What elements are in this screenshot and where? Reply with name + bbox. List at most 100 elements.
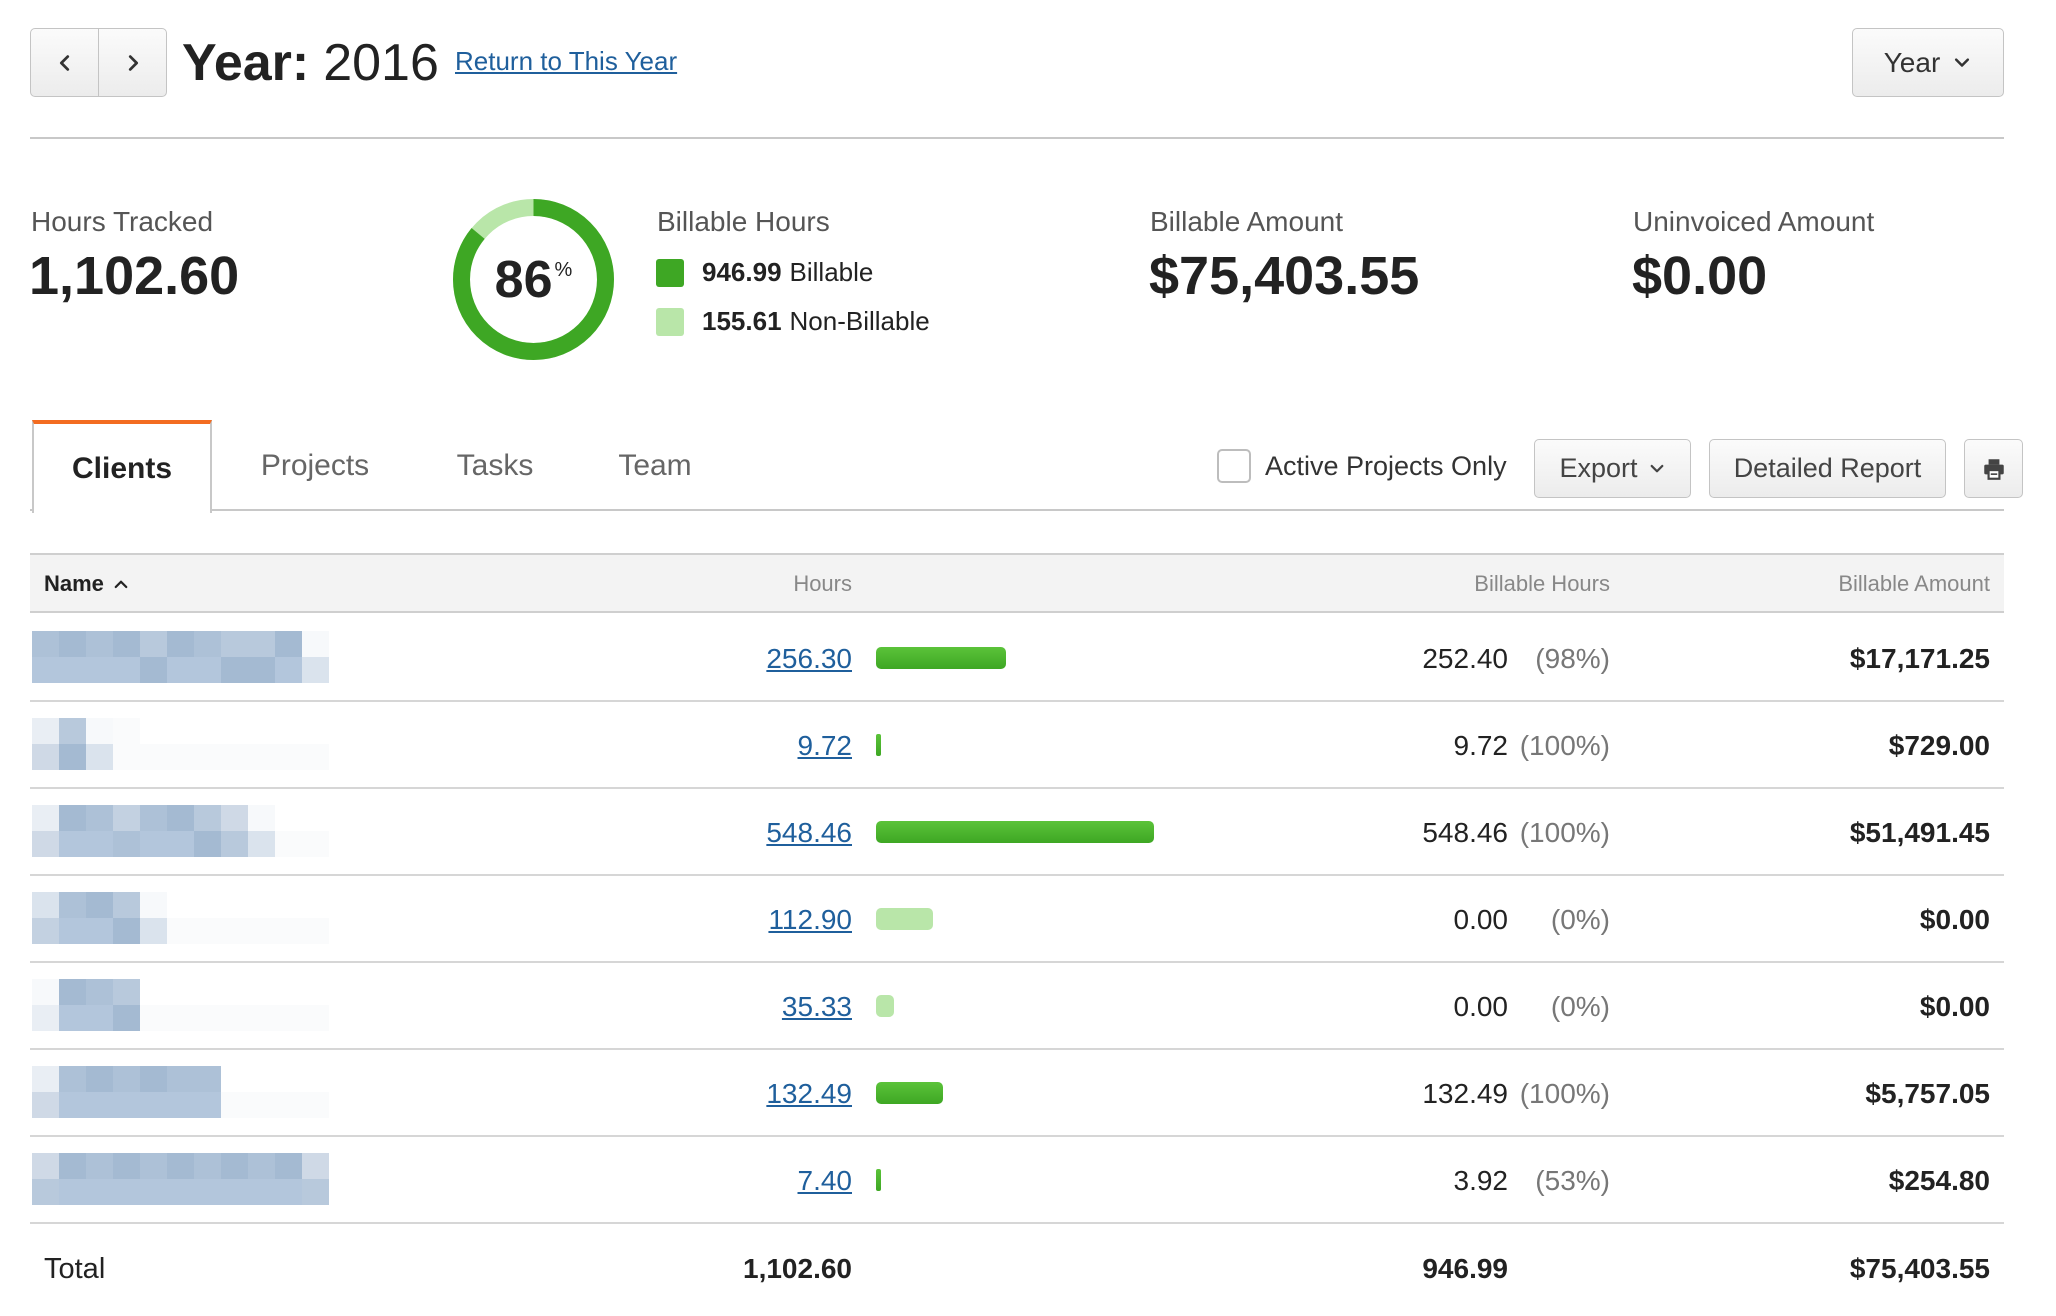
row-billable-amount: $5,757.05 xyxy=(1865,1077,1990,1109)
return-to-this-year-link[interactable]: Return to This Year xyxy=(455,46,678,76)
redaction-pixel xyxy=(59,805,86,831)
hours-bar xyxy=(876,995,894,1017)
redaction-pixel xyxy=(167,1005,194,1031)
uninvoiced-amount-label: Uninvoiced Amount xyxy=(1633,206,1875,237)
hours-bar xyxy=(876,908,933,930)
tab-team[interactable]: Team xyxy=(618,448,692,482)
column-billable-amount[interactable]: Billable Amount xyxy=(1838,571,1990,596)
redaction-pixel xyxy=(167,1092,194,1118)
redaction-pixel xyxy=(32,1066,59,1092)
total-hours: 1,102.60 xyxy=(743,1253,852,1284)
row-hours-link[interactable]: 35.33 xyxy=(781,990,852,1022)
redaction-pixel xyxy=(86,744,113,770)
hours-bar xyxy=(876,1169,881,1191)
period-nav xyxy=(30,28,167,97)
detailed-report-button[interactable]: Detailed Report xyxy=(1709,439,1946,498)
next-period-button[interactable] xyxy=(98,29,166,96)
row-billable-amount: $0.00 xyxy=(1919,990,1990,1022)
redaction-pixel xyxy=(248,831,275,857)
hours-tracked-value: 1,102.60 xyxy=(29,246,240,306)
redaction-pixel xyxy=(32,1179,59,1205)
column-billable-hours[interactable]: Billable Hours xyxy=(1474,571,1610,596)
table-row: 256.30 252.40 (98%) $17,171.25 xyxy=(30,615,2004,702)
redaction-pixel xyxy=(248,918,275,944)
donut-billable-arc xyxy=(453,199,614,360)
redaction-pixel xyxy=(221,1092,248,1118)
client-name-redacted xyxy=(32,1153,332,1219)
redaction-pixel xyxy=(221,918,248,944)
redaction-pixel xyxy=(302,657,329,683)
header-divider xyxy=(30,137,2004,139)
active-projects-only-checkbox[interactable] xyxy=(1217,449,1251,483)
redaction-pixel xyxy=(194,744,221,770)
billable-donut-chart xyxy=(453,199,614,360)
period-select[interactable]: Year xyxy=(1852,28,2004,97)
donut-percent-sign: % xyxy=(554,259,573,281)
redaction-pixel xyxy=(140,892,167,918)
redaction-pixel xyxy=(32,1153,59,1179)
redaction-pixel xyxy=(275,918,302,944)
redaction-pixel xyxy=(275,831,302,857)
donut-percent-value: 86 xyxy=(494,250,553,309)
redaction-pixel xyxy=(248,805,275,831)
redaction-pixel xyxy=(167,1066,194,1092)
row-hours-link[interactable]: 9.72 xyxy=(797,729,853,761)
redaction-pixel xyxy=(113,831,140,857)
chevron-up-icon xyxy=(114,580,128,589)
redaction-pixel xyxy=(32,831,59,857)
client-name-redacted xyxy=(32,892,332,958)
hours-bar xyxy=(876,821,1154,843)
redaction-pixel xyxy=(140,1005,167,1031)
tab-tasks[interactable]: Tasks xyxy=(456,448,534,482)
row-billable-percent: (100%) xyxy=(1519,816,1610,848)
billable-hours-label: Billable Hours xyxy=(657,206,830,237)
redaction-pixel xyxy=(86,718,113,744)
table-row: 548.46 548.46 (100%) $51,491.45 xyxy=(30,789,2004,876)
redaction-pixel xyxy=(32,918,59,944)
redaction-pixel xyxy=(194,1005,221,1031)
redaction-pixel xyxy=(194,631,221,657)
redaction-pixel xyxy=(113,918,140,944)
redaction-pixel xyxy=(221,631,248,657)
redaction-pixel xyxy=(194,831,221,857)
redaction-pixel xyxy=(113,718,140,744)
redaction-pixel xyxy=(248,744,275,770)
uninvoiced-amount-value: $0.00 xyxy=(1632,246,1768,306)
table-row: 112.90 0.00 (0%) $0.00 xyxy=(30,876,2004,963)
column-hours[interactable]: Hours xyxy=(793,571,852,596)
redaction-pixel xyxy=(167,631,194,657)
legend-billable: 946.99 Billable xyxy=(656,257,873,288)
active-projects-only-label: Active Projects Only xyxy=(1265,450,1507,481)
redaction-pixel xyxy=(86,657,113,683)
redaction-pixel xyxy=(113,1179,140,1205)
redaction-pixel xyxy=(32,718,59,744)
row-billable-hours: 0.00 xyxy=(1453,990,1509,1022)
redaction-pixel xyxy=(248,1179,275,1205)
redaction-pixel xyxy=(59,657,86,683)
billable-amount-value: $75,403.55 xyxy=(1149,246,1420,306)
print-button[interactable] xyxy=(1964,439,2023,498)
row-billable-hours: 0.00 xyxy=(1453,903,1509,935)
row-hours-link[interactable]: 548.46 xyxy=(766,816,852,848)
column-name-sort[interactable]: Name xyxy=(44,555,130,613)
tab-clients[interactable]: Clients xyxy=(32,420,212,513)
row-hours-link[interactable]: 112.90 xyxy=(768,903,852,935)
row-hours-link[interactable]: 7.40 xyxy=(797,1164,853,1196)
redaction-pixel xyxy=(194,657,221,683)
redaction-pixel xyxy=(113,657,140,683)
table-row: 132.49 132.49 (100%) $5,757.05 xyxy=(30,1050,2004,1137)
row-billable-hours: 3.92 xyxy=(1453,1164,1509,1196)
row-hours-link[interactable]: 256.30 xyxy=(766,642,852,674)
chevron-right-icon xyxy=(128,54,138,71)
redaction-pixel xyxy=(113,892,140,918)
redaction-pixel xyxy=(221,1179,248,1205)
redaction-pixel xyxy=(221,805,248,831)
previous-period-button[interactable] xyxy=(31,29,98,96)
tab-projects[interactable]: Projects xyxy=(260,448,370,482)
row-billable-hours: 132.49 xyxy=(1422,1077,1508,1109)
redaction-pixel xyxy=(302,1005,329,1031)
row-hours-link[interactable]: 132.49 xyxy=(766,1077,852,1109)
redaction-pixel xyxy=(86,979,113,1005)
export-button[interactable]: Export xyxy=(1534,439,1691,498)
redaction-pixel xyxy=(86,1005,113,1031)
